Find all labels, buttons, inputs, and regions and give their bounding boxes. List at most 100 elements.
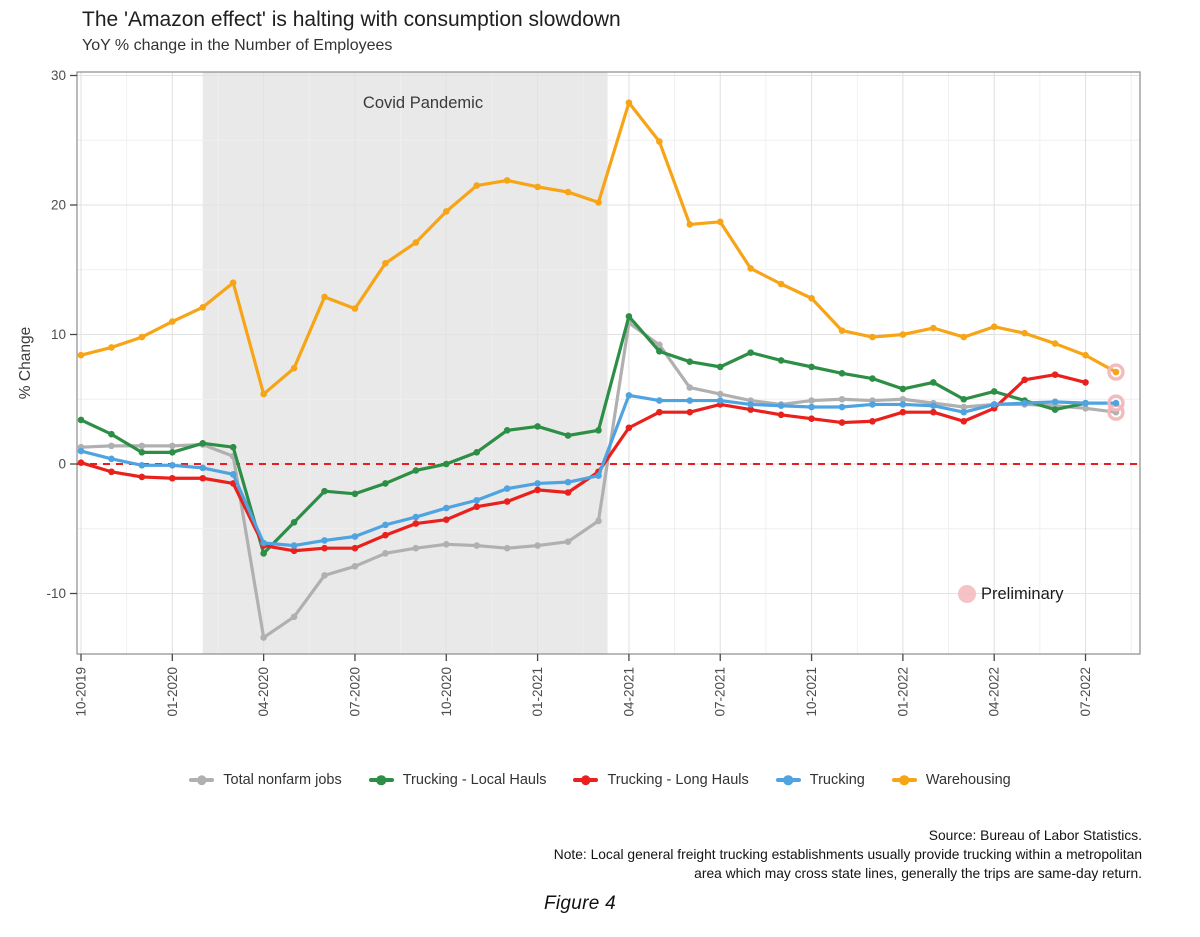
series-point-trucking-local-hauls <box>290 518 298 526</box>
series-point-total-nonfarm-jobs <box>716 390 724 398</box>
series-point-total-nonfarm-jobs <box>138 442 146 450</box>
series-point-warehousing <box>869 333 876 341</box>
series-point-warehousing <box>1082 351 1089 359</box>
legend-item-total-nonfarm-jobs: Total nonfarm jobs <box>189 772 342 788</box>
series-point-trucking-local-hauls <box>990 388 998 395</box>
series-point-trucking <box>838 403 846 411</box>
series-point-warehousing <box>1021 329 1028 337</box>
series-point-warehousing <box>382 259 389 267</box>
series-point-trucking <box>108 455 115 463</box>
series-point-warehousing <box>77 351 85 359</box>
series-point-trucking <box>899 401 907 408</box>
series-point-trucking <box>77 447 85 455</box>
source-line: Source: Bureau of Labor Statistics. <box>928 828 1142 843</box>
series-point-total-nonfarm-jobs <box>960 403 968 411</box>
series-point-trucking-local-hauls <box>808 363 815 371</box>
series-point-trucking-long-hauls <box>382 531 389 539</box>
x-tick-label: 04-2021 <box>621 667 636 717</box>
series-point-warehousing <box>686 221 694 228</box>
series-point-trucking-long-hauls <box>169 474 176 482</box>
series-point-trucking-local-hauls <box>412 467 420 474</box>
series-point-trucking <box>169 461 176 469</box>
series-point-trucking-local-hauls <box>199 439 207 447</box>
series-point-trucking-long-hauls <box>1051 371 1059 378</box>
series-point-trucking <box>1051 398 1059 406</box>
series-point-trucking <box>503 485 511 492</box>
series-point-total-nonfarm-jobs <box>595 517 602 525</box>
series-point-trucking-local-hauls <box>595 427 602 434</box>
series-point-total-nonfarm-jobs <box>169 442 176 450</box>
y-tick-label: 30 <box>51 68 66 83</box>
series-point-trucking-long-hauls <box>1021 376 1028 384</box>
series-point-trucking-local-hauls <box>686 358 694 365</box>
series-point-trucking-long-hauls <box>199 474 207 482</box>
series-point-warehousing <box>169 318 176 325</box>
series-point-trucking-local-hauls <box>321 487 328 495</box>
legend-label: Total nonfarm jobs <box>223 772 342 788</box>
preliminary-ring-trucking <box>1107 394 1125 412</box>
legend-label: Trucking - Long Hauls <box>607 772 749 788</box>
series-point-trucking-long-hauls <box>899 408 907 416</box>
series-point-warehousing <box>473 182 481 189</box>
series-point-trucking <box>351 533 359 540</box>
legend-item-trucking: Trucking <box>775 772 865 788</box>
series-point-trucking-long-hauls <box>777 411 785 419</box>
series-point-trucking-long-hauls <box>960 417 968 425</box>
series-point-trucking-long-hauls <box>351 544 359 552</box>
series-point-warehousing <box>534 183 541 191</box>
legend-label: Trucking <box>809 772 865 788</box>
chart-canvas: -10 0 10 20 30 10-2019 01-2020 04-2020 07-2020 10… <box>17 68 1141 717</box>
series-point-trucking <box>138 461 146 469</box>
legend-label: Warehousing <box>925 772 1011 788</box>
series-point-total-nonfarm-jobs <box>503 544 511 552</box>
series-point-trucking-long-hauls <box>503 498 511 505</box>
series-point-trucking-long-hauls <box>412 520 420 527</box>
legend-marker-dot <box>899 775 910 785</box>
series-point-trucking <box>747 401 754 408</box>
series-point-trucking-local-hauls <box>869 375 876 382</box>
series-point-trucking <box>442 504 450 512</box>
series-point-total-nonfarm-jobs <box>838 395 846 403</box>
page-subtitle: YoY % change in the Number of Employees <box>82 37 393 54</box>
series-point-warehousing <box>1112 368 1120 376</box>
legend-marker-dot <box>783 775 794 785</box>
series-point-trucking <box>869 401 876 408</box>
series-point-warehousing <box>138 333 146 341</box>
chart-legend: Total nonfarm jobs Trucking - Local Hauls… <box>0 772 1200 788</box>
x-tick-label: 07-2020 <box>347 667 362 717</box>
series-point-total-nonfarm-jobs <box>260 634 267 641</box>
legend-marker-trucking-local-hauls <box>368 775 394 785</box>
series-point-trucking-local-hauls <box>382 480 389 487</box>
series-point-warehousing <box>625 99 633 106</box>
series-point-warehousing <box>564 188 572 196</box>
series-point-trucking-local-hauls <box>656 348 663 355</box>
series-point-warehousing <box>777 280 785 288</box>
series-point-trucking-long-hauls <box>625 424 633 432</box>
series-point-trucking-long-hauls <box>930 408 937 416</box>
series-point-trucking <box>960 408 968 416</box>
series-point-warehousing <box>351 305 359 312</box>
series-point-total-nonfarm-jobs <box>473 542 481 549</box>
panel-border <box>76 71 1141 655</box>
series-point-total-nonfarm-jobs <box>412 544 420 552</box>
legend-marker-trucking <box>775 775 801 785</box>
series-point-trucking-long-hauls <box>808 415 815 422</box>
x-tick-label: 01-2022 <box>895 667 910 717</box>
series-point-trucking-long-hauls <box>442 516 450 523</box>
series-point-trucking-local-hauls <box>473 449 481 456</box>
series-point-trucking <box>808 403 815 411</box>
x-tick-label: 10-2021 <box>804 667 819 717</box>
series-point-trucking-local-hauls <box>442 460 450 468</box>
series-point-trucking-long-hauls <box>838 419 846 426</box>
series-point-trucking-long-hauls <box>564 489 572 496</box>
series-point-total-nonfarm-jobs <box>382 550 389 557</box>
series-point-trucking <box>595 472 602 479</box>
series-point-warehousing <box>838 327 846 334</box>
series-point-trucking <box>930 402 937 410</box>
series-point-trucking-local-hauls <box>899 385 907 393</box>
x-tick-label: 01-2021 <box>530 667 545 717</box>
series-point-trucking <box>625 392 633 399</box>
legend-item-warehousing: Warehousing <box>891 772 1011 788</box>
series-point-warehousing <box>1051 340 1059 347</box>
series-point-trucking <box>260 539 267 547</box>
